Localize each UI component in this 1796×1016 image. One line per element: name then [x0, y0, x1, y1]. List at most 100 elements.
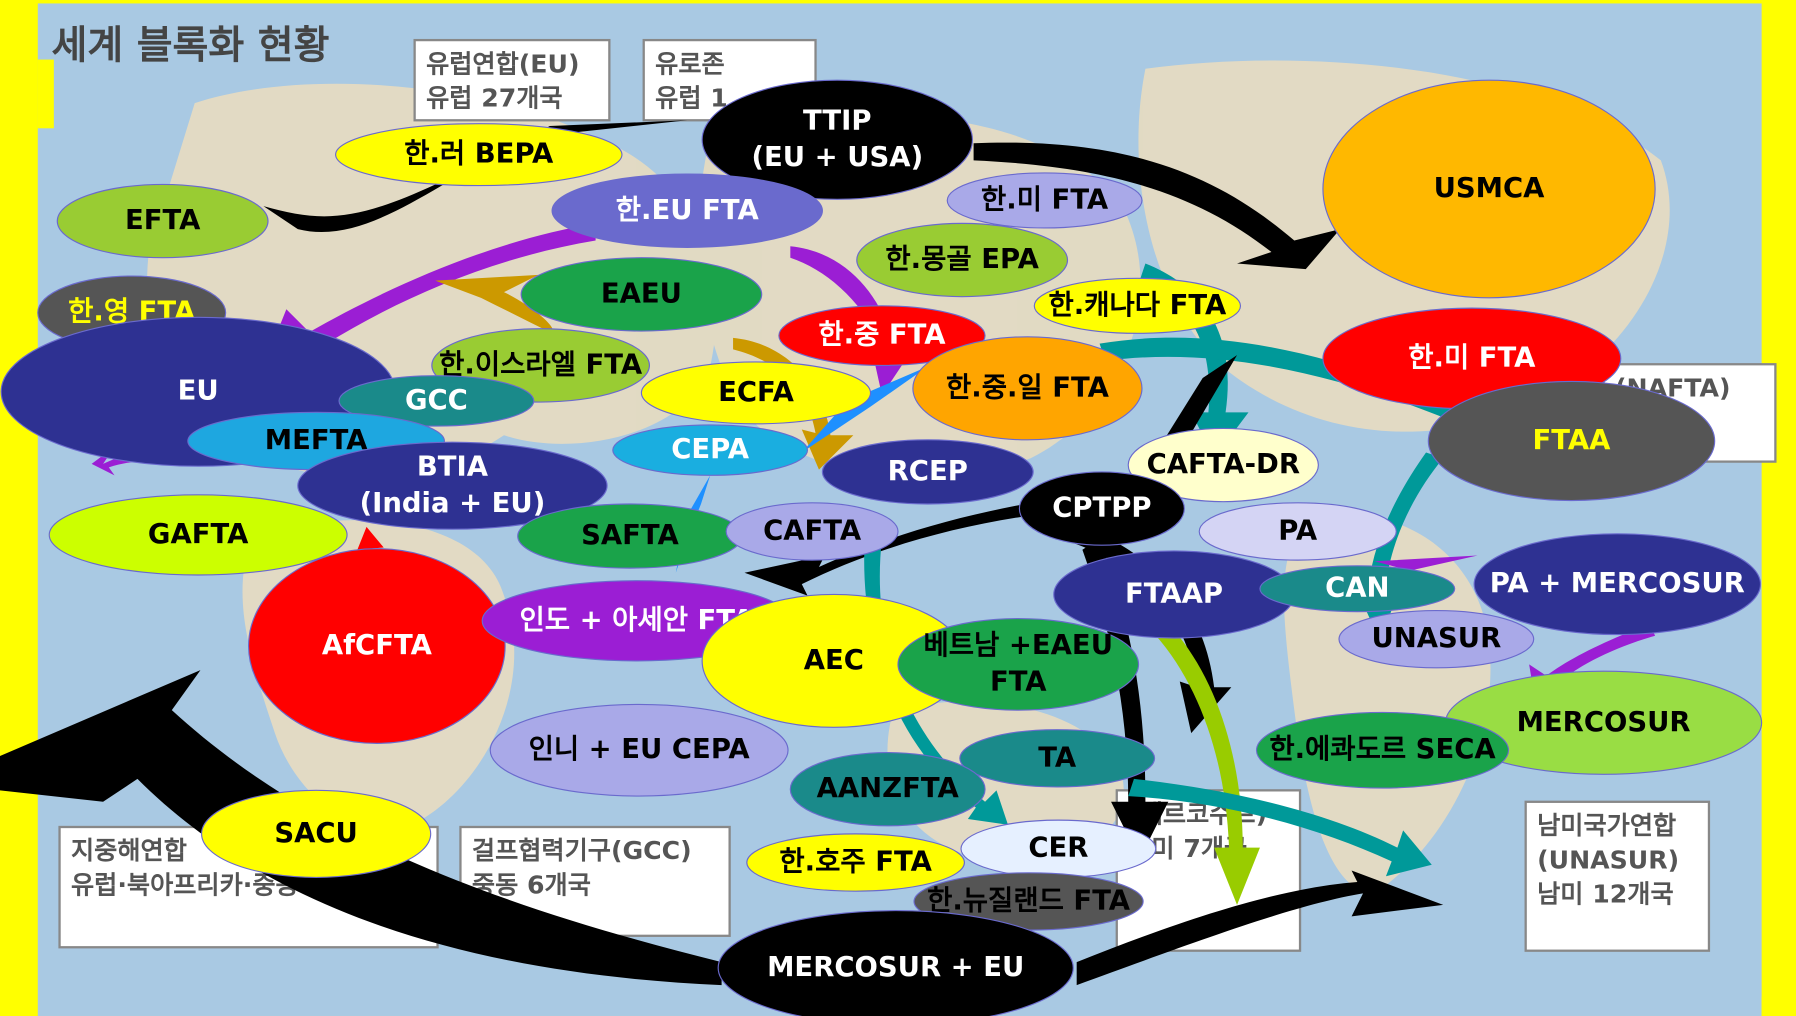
- node-label: CAFTA: [763, 514, 862, 546]
- map-label-box: [1524, 800, 1711, 952]
- node-label: EAEU: [601, 277, 682, 309]
- node-label: 한.미 FTA: [981, 183, 1109, 215]
- map-label: 유럽·북아프리카·중동: [71, 871, 299, 900]
- node-label: RCEP: [888, 455, 968, 487]
- node-label: GAFTA: [148, 518, 249, 550]
- node-label: 한.뉴질랜드 FTA: [927, 884, 1131, 916]
- node-ellipse: [912, 336, 1143, 441]
- node-label: USMCA: [1434, 172, 1546, 204]
- node-label: SAFTA: [581, 519, 679, 551]
- node-label: 한.러 BEPA: [404, 138, 554, 170]
- node-label: EU: [178, 375, 219, 407]
- title: 세계 블록화 현황: [52, 24, 330, 69]
- node-ellipse: [959, 729, 1156, 788]
- nodes: TTIP (EU + USA) 한.러 BEPA EFTA 한.EU FTA 한.미 FT…: [0, 79, 1763, 1016]
- node-label: SACU: [274, 817, 358, 849]
- node-label: MEFTA: [265, 424, 368, 456]
- map-label: 유럽연합(EU): [426, 49, 579, 78]
- node-label: TA: [1038, 741, 1077, 773]
- node-ellipse: [489, 703, 789, 797]
- node-label: FTA: [990, 666, 1047, 698]
- map-label-box: [413, 38, 611, 122]
- node-label: 한.미 FTA: [1408, 342, 1536, 374]
- node-ellipse: [717, 910, 1074, 1016]
- node-ellipse: [1033, 277, 1242, 334]
- node-ellipse: [746, 833, 966, 892]
- node-ellipse: [1198, 502, 1397, 561]
- node-label: 한.에콰도르 SECA: [1269, 733, 1496, 765]
- node-ellipse: [201, 789, 432, 878]
- map-label: 남미국가연합: [1537, 811, 1676, 840]
- node-label: 한.중 FTA: [818, 319, 946, 351]
- node-ellipse: [48, 494, 348, 576]
- node-label: TTIP: [803, 104, 871, 136]
- node-label: CER: [1028, 832, 1088, 864]
- node-label: (India + EU): [360, 487, 546, 519]
- node-label: 인도 + 아세안 FTA: [519, 604, 754, 636]
- node-label: PA + MERCOSUR: [1490, 567, 1745, 599]
- map-label: 지중해연합: [71, 836, 187, 865]
- node-ellipse: [335, 123, 623, 187]
- map-label: 남미 12개국: [1537, 880, 1674, 909]
- node-ellipse: [701, 79, 974, 200]
- node-label: ECFA: [718, 376, 795, 408]
- node-label: GCC: [405, 384, 468, 416]
- node-ellipse: [1473, 533, 1762, 636]
- node-label: CAFTA-DR: [1147, 448, 1300, 480]
- node-ellipse: [1255, 711, 1510, 789]
- node-ellipse: [789, 751, 986, 827]
- node-ellipse: [297, 441, 608, 530]
- node-label: AfCFTA: [322, 629, 433, 661]
- frame-notch: [0, 59, 38, 129]
- node-label: FTAAP: [1125, 577, 1223, 609]
- node-label: 한.EU FTA: [616, 194, 760, 226]
- node-ellipse: [338, 375, 535, 427]
- node-label: 베트남 +EAEU: [924, 629, 1113, 661]
- node-ellipse: [612, 424, 809, 476]
- node-label: CPTPP: [1052, 492, 1151, 524]
- map-label: 유로존: [655, 49, 725, 78]
- node-ellipse: [520, 257, 763, 332]
- map-label: 걸프협력기구(GCC): [472, 836, 692, 865]
- node-ellipse: [1259, 565, 1456, 613]
- node-ellipse: [1127, 427, 1319, 503]
- node-label: MERCOSUR: [1517, 706, 1691, 738]
- node-ellipse: [778, 305, 986, 366]
- node-ellipse: [56, 183, 269, 259]
- node-label: AEC: [804, 644, 864, 676]
- node-ellipse: [640, 361, 872, 425]
- map-label: (UNASUR): [1537, 845, 1679, 874]
- node-ellipse: [1427, 380, 1716, 502]
- node-label: EFTA: [125, 204, 201, 236]
- node-ellipse: [551, 173, 823, 248]
- node-label: (EU + USA): [751, 141, 923, 173]
- node-label: AANZFTA: [817, 772, 960, 804]
- node-ellipse: [247, 548, 506, 744]
- node-label: CEPA: [671, 433, 750, 465]
- map-label: 유럽 1: [655, 84, 728, 113]
- node-ellipse: [1018, 471, 1185, 546]
- node-label: 한.캐나다 FTA: [1049, 289, 1227, 321]
- node-label: BTIA: [417, 450, 489, 482]
- node-label: FTAA: [1533, 424, 1612, 456]
- node-ellipse: [1338, 609, 1535, 669]
- node-label: 한.이스라엘 FTA: [439, 348, 643, 380]
- frame-corner: [1761, 996, 1796, 1016]
- node-label: 한.몽골 EPA: [885, 243, 1039, 275]
- node-label: PA: [1278, 514, 1318, 546]
- node-ellipse: [1322, 79, 1656, 299]
- node-label: MERCOSUR + EU: [767, 951, 1024, 983]
- frame-notch: [37, 59, 54, 129]
- node-ellipse: [946, 172, 1143, 229]
- node-ellipse: [821, 439, 1034, 505]
- node-label: 인니 + EU CEPA: [529, 733, 751, 765]
- node-label: CAN: [1325, 572, 1389, 604]
- node-label: 한.호주 FTA: [779, 846, 932, 878]
- node-ellipse: [897, 617, 1140, 711]
- node-label: 한.중.일 FTA: [946, 371, 1110, 403]
- node-ellipse: [725, 502, 899, 561]
- node-label: UNASUR: [1371, 622, 1501, 654]
- node-ellipse: [856, 222, 1069, 298]
- map-label: 유럽 27개국: [426, 84, 563, 113]
